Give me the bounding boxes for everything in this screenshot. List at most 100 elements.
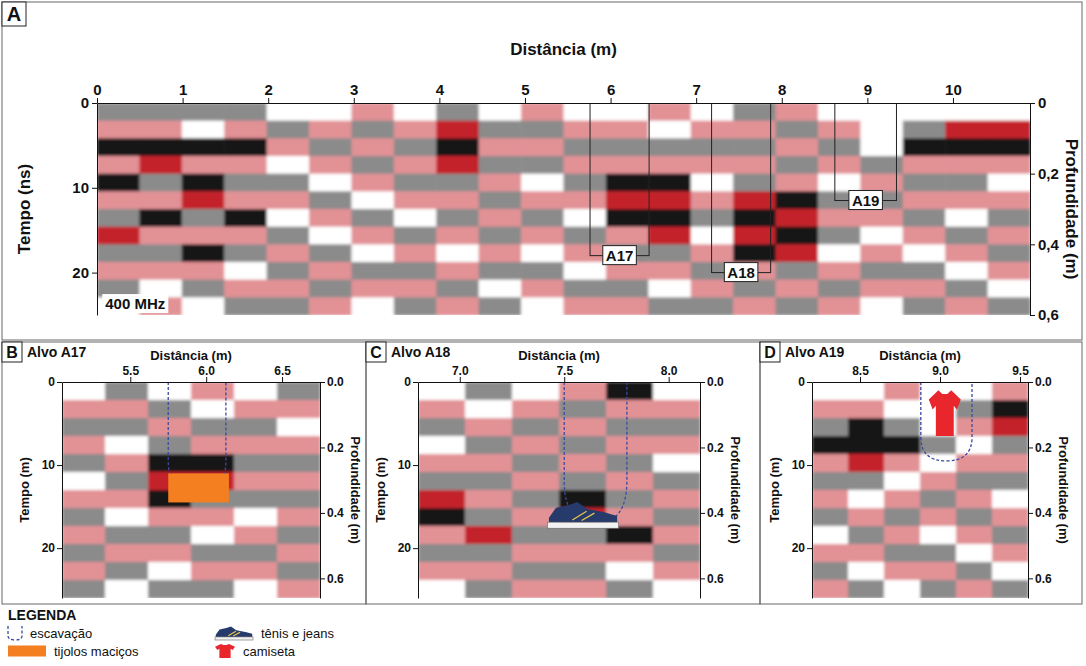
- tick-mark: [439, 98, 440, 103]
- radargram-cell: [234, 544, 278, 563]
- radargram-cell: [224, 174, 267, 192]
- tick: 0.0: [1028, 375, 1052, 389]
- y2-axis-title: Profundidade (m): [728, 436, 743, 544]
- radargram-cell: [148, 544, 192, 563]
- tick-label: 0: [48, 375, 55, 389]
- tick: 5.5: [122, 364, 139, 382]
- radargram-cell: [105, 382, 149, 401]
- radargram-cell: [277, 490, 320, 509]
- radargram-cell: [653, 472, 700, 491]
- radargram-cell: [564, 174, 607, 192]
- radargram-cell: [860, 227, 903, 245]
- tick-label: 0,4: [1038, 236, 1060, 253]
- radargram-cell: [277, 472, 320, 491]
- radargram-cell: [606, 174, 649, 192]
- radargram-cell: [648, 191, 691, 209]
- tick-label: 8: [778, 81, 786, 98]
- tick-label: 10: [72, 179, 89, 196]
- radargram-cell: [992, 526, 1028, 545]
- radargram-cell: [512, 472, 560, 491]
- tick: 0: [93, 81, 101, 103]
- radargram-cell: [224, 227, 267, 245]
- tick-label: 9.0: [932, 364, 949, 378]
- radargram-cell: [818, 174, 861, 192]
- tick-mark: [413, 465, 418, 466]
- panel-frame: [2, 2, 1082, 340]
- radargram-cell: [62, 418, 106, 437]
- radargram-cell: [139, 209, 182, 227]
- radargram-cell: [277, 526, 320, 545]
- radargram-cell: [884, 472, 921, 491]
- radargram-cell: [418, 526, 466, 545]
- legend-label: tênis e jeans: [261, 626, 334, 641]
- radargram-cell: [648, 138, 691, 156]
- target-box: [835, 103, 897, 201]
- radargram-cell: [465, 418, 513, 437]
- tick-label: 20: [42, 541, 56, 555]
- radargram-cell: [351, 227, 394, 245]
- tick-label: 10: [398, 458, 412, 472]
- annotations: A17A18A19400 MHz: [102, 191, 882, 314]
- radargram-cell: [436, 227, 479, 245]
- radargram-cell: [956, 436, 993, 455]
- radargram-cell: [105, 508, 149, 527]
- radargram-cell: [182, 156, 225, 174]
- radargram-cell: [105, 400, 149, 419]
- tick-label: 0.6: [1035, 572, 1052, 586]
- radargram-cell: [521, 209, 564, 227]
- radargram-cell: [139, 174, 182, 192]
- radargram-cell: [351, 262, 394, 280]
- panel-letter-box: [2, 342, 22, 362]
- tick-label: 8.5: [852, 364, 869, 378]
- radargram-cell: [351, 138, 394, 156]
- radargram-cell: [776, 138, 819, 156]
- tick-label: 6.0: [198, 364, 215, 378]
- y2-axis-title: Profundidade (m): [1056, 436, 1071, 544]
- tick-label: 0.4: [327, 506, 344, 520]
- tick: 9.5: [1012, 364, 1029, 382]
- tick: 4: [436, 81, 445, 103]
- radargram-cell: [267, 244, 310, 262]
- radargram-cell: [148, 418, 192, 437]
- tick-mark: [782, 98, 783, 103]
- feature: [548, 502, 619, 528]
- radargram-cell: [436, 174, 479, 192]
- tick-mark: [1030, 174, 1035, 175]
- radargram-cell: [564, 227, 607, 245]
- radargram-cell: [105, 544, 149, 563]
- radargram-cell: [394, 227, 437, 245]
- radargram-cell: [691, 174, 734, 192]
- tick-label: 0.4: [1035, 506, 1052, 520]
- radargram-cell: [920, 436, 957, 455]
- radargram-cell: [812, 382, 849, 401]
- radargram-cell: [277, 436, 320, 455]
- tick-label: 3: [350, 81, 358, 98]
- tick-mark: [1030, 103, 1035, 104]
- y-axis-title: Tempo (ns): [15, 164, 34, 254]
- radargram-cell: [479, 174, 522, 192]
- tick-label: 0.0: [327, 375, 344, 389]
- tick-label: 0.6: [707, 572, 724, 586]
- radargram-cell: [945, 138, 988, 156]
- radargram-cell: [224, 138, 267, 156]
- tick-mark: [320, 578, 325, 579]
- radargram-cell: [521, 174, 564, 192]
- axis-line: [1028, 383, 1029, 599]
- radargram-cell: [903, 121, 946, 139]
- radargram-cell: [267, 191, 310, 209]
- radargram-cell: [148, 382, 192, 401]
- sneaker-upper: [216, 627, 252, 637]
- radargram-cell: [776, 191, 819, 209]
- radargram-cell: [191, 418, 235, 437]
- radargram-cell: [351, 297, 394, 315]
- radargram-cell: [191, 526, 235, 545]
- panel-letter: B: [6, 344, 18, 361]
- radargram-cell: [818, 227, 861, 245]
- radargram-cell: [105, 562, 149, 581]
- radargram-cell: [818, 121, 861, 139]
- radargram-cell: [191, 562, 235, 581]
- radargram-cell: [234, 526, 278, 545]
- radargram-cell: [479, 103, 522, 121]
- radargram-cell: [776, 103, 819, 121]
- radargram-cell: [559, 580, 607, 598]
